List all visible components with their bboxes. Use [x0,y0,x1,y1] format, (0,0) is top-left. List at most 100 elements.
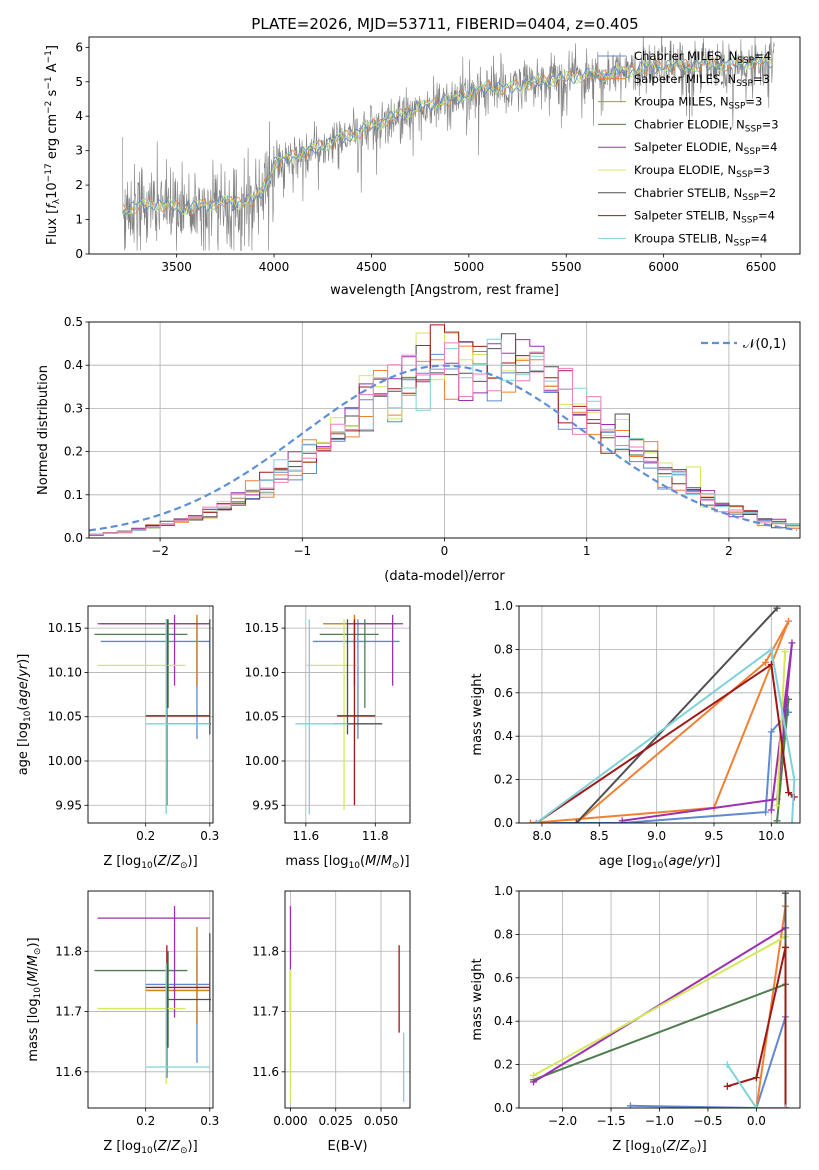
weight-marker [752,1074,760,1082]
legend-entry: Kroupa STELIB, NSSP=4 [634,231,767,248]
label-part: ] [45,45,60,50]
label-part: Z [157,854,168,869]
legend-entry: Chabrier ELODIE, NSSP=3 [634,117,779,134]
x-axis-label: Z [log10(Z/Z⊙)] [612,1139,706,1156]
weight-marker [785,617,793,625]
grid [519,890,800,1109]
y-axis-label: mass weight [470,673,485,755]
label-part: Z [170,1139,181,1154]
weight-marker [773,802,781,810]
legend-entry: Chabrier MILES, NSSP=4 [634,49,771,66]
x-tick-label: −0.5 [693,1114,722,1128]
axes-age_vs_mass: 11.6 11.8 9.95 10.00 10.05 10.10 10.15 mass [lo… [245,605,411,871]
label-part: 10 [141,861,153,871]
y-axis-label: mass [log10(M/M⊙)] [26,937,43,1061]
axes-residuals: −2 −1 0 1 2 0.0 0.1 0.2 0.3 0.4 0.5 𝒩(0,1) (data-mod… [36,315,801,584]
y-tick-label: 0.0 [494,1101,513,1115]
label-part: 10 [23,710,33,722]
x-tick-label: 1 [583,544,591,558]
weight-line [575,607,778,823]
normal-curve-line [89,364,798,532]
data-spectrum-line [122,37,775,251]
legend-entry: Kroupa ELODIE, NSSP=3 [634,163,770,180]
label-part: SSP [737,56,754,66]
y-tick-label: 6 [75,40,83,54]
x-tick-label: 0.0 [747,1114,766,1128]
x-tick-label: 0.3 [200,1114,219,1128]
label-part: SSP [734,238,751,248]
weight-marker [572,819,580,823]
axes-frame [284,605,411,824]
y-tick-label: 9.95 [252,798,279,812]
label-part: Z [log [612,1139,650,1154]
y-tick-label: 11.8 [55,944,82,958]
label-part: Chabrier ELODIE, N [634,117,745,131]
x-tick-label: −2 [151,544,169,558]
weight-marker [618,817,626,823]
y-tick-label: 10.05 [48,710,82,724]
x-tick-label: 11.6 [292,829,319,843]
x-tick-label: 5000 [454,260,485,274]
label-part: / [676,1139,681,1154]
weight-line [533,935,786,1077]
label-part: Chabrier STELIB, N [634,186,742,200]
label-part: =4 [754,49,771,63]
label-part: M [26,971,41,982]
weight-marker [781,891,789,897]
weight-marker [790,776,798,784]
y-tick-label: 11.7 [55,1005,82,1019]
weight-marker [626,1102,634,1108]
weight-marker [532,819,540,823]
label-part: ⊙ [180,861,188,871]
axes-spectrum: 3500 4000 4500 5000 5500 6000 6500 0 1 2 3 4 5 6 wavel… [44,36,801,298]
label-part: / [167,854,172,869]
x-tick-label: 6500 [746,260,777,274]
label-part: / [693,854,698,869]
label-part: ⊙ [689,1146,697,1156]
label-part: yr [696,854,712,869]
label-part: )] [710,854,720,869]
weight-marker [526,819,534,823]
weight-line [776,699,790,821]
label-part: Salpeter STELIB, N [634,209,741,223]
legend-entry: Salpeter STELIB, NSSP=4 [634,209,775,226]
label-part: =3 [753,163,770,177]
axes-mass_vs_ebv: 0.000 0.025 0.050 11.6 11.7 11.8 E(B-V) [252,890,411,1154]
weight-marker [767,806,775,814]
label-part: Chabrier MILES, N [634,49,737,63]
axes-weight_vs_Z: −2.0 −1.5 −1.0 −0.5 0.0 0.0 0.2 0.4 0.6 0.8 1.0 Z [… [470,884,801,1156]
label-part: Z [679,1139,690,1154]
label-part: 10 [349,861,361,871]
label-part: 10 [33,987,43,999]
label-part: age [668,854,692,869]
grid [285,891,410,1108]
label-part: s [45,89,60,100]
y-axis-label: age [log10(age/yr)] [16,654,33,776]
plot-area [295,614,404,815]
y-tick-label: 0.0 [494,816,513,830]
legend-entry: Salpeter ELODIE, NSSP=4 [634,140,777,157]
x-tick-label: 0.025 [319,1114,353,1128]
y-tick-label: 10.10 [245,665,279,679]
label-part: f [45,202,60,209]
label-part: =4 [761,140,778,154]
axes-mass_vs_Z: 0.2 0.311.611.711.8Z [log10(Z/Z⊙)]mass [l… [26,890,219,1156]
label-part: −17 [44,163,54,182]
x-tick-label: 0.3 [200,829,219,843]
grid [88,606,213,823]
y-tick-label: 11.7 [252,1005,279,1019]
label-part: age [log [16,722,31,775]
plot-area [289,906,405,1102]
x-axis-label: E(B-V) [327,1139,367,1154]
y-tick-label: 11.6 [55,1065,82,1079]
weight-marker [762,808,770,816]
y-tick-label: 0.1 [64,488,83,502]
x-axis-label: Z [log10(Z/Z⊙)] [103,854,197,871]
y-tick-label: 0.8 [494,642,513,656]
y-tick-label: 3 [75,144,83,158]
weight-marker [785,789,793,797]
x-tick-label: 0 [441,544,449,558]
axes-frame [88,321,801,539]
y-tick-label: 0.2 [494,773,513,787]
label-part: Z [170,854,181,869]
